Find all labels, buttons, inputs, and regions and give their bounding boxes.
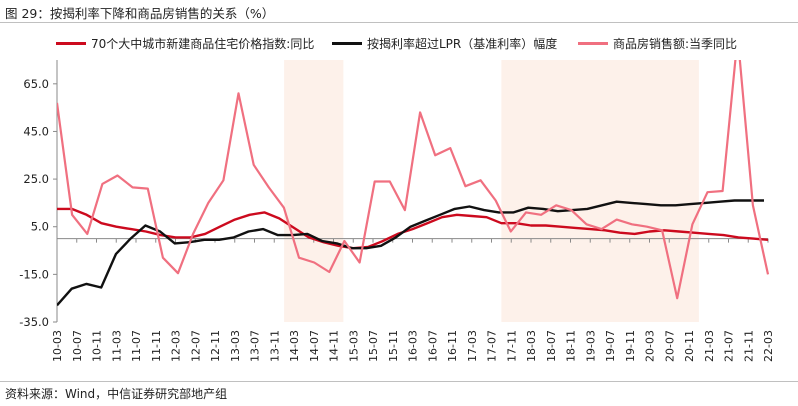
y-tick-label: 65.0 <box>23 77 49 91</box>
x-tick-label: 10-11 <box>91 330 104 362</box>
x-tick-label: 16-11 <box>446 330 459 362</box>
x-tick-label: 14-07 <box>308 330 321 362</box>
y-tick-label: 25.0 <box>23 172 49 186</box>
x-tick-label: 11-11 <box>150 330 163 362</box>
x-tick-label: 20-03 <box>644 330 657 362</box>
y-tick-label: 45.0 <box>23 124 49 138</box>
shaded-region-2 <box>501 60 699 322</box>
chart-legend: 70个大中城市新建商品住宅价格指数:同比 按揭利率超过LPR（基准利率）幅度 商… <box>0 33 798 53</box>
x-tick-label: 10-07 <box>71 330 84 362</box>
x-tick-label: 22-03 <box>762 330 775 362</box>
x-tick-label: 18-07 <box>545 330 558 362</box>
x-tick-label: 19-07 <box>604 330 617 362</box>
x-tick-label: 12-07 <box>189 330 202 362</box>
x-tick-label: 15-07 <box>367 330 380 362</box>
series-line-mortgage-spread <box>57 199 764 307</box>
x-tick-label: 14-03 <box>288 330 301 362</box>
legend-label-mortgage-spread: 按揭利率超过LPR（基准利率）幅度 <box>367 36 558 51</box>
x-tick-label: 13-03 <box>229 330 242 362</box>
y-tick-label: 5.0 <box>31 220 49 234</box>
x-tick-label: 18-03 <box>525 330 538 362</box>
x-tick-label: 11-03 <box>110 330 123 362</box>
top-rule <box>0 22 798 23</box>
x-tick-label: 16-03 <box>407 330 420 362</box>
x-tick-label: 19-03 <box>584 330 597 362</box>
x-tick-label: 21-07 <box>723 330 736 362</box>
x-tick-label: 18-11 <box>565 330 578 362</box>
x-tick-label: 14-11 <box>328 330 341 362</box>
x-tick-label: 21-03 <box>703 330 716 362</box>
legend-label-sales: 商品房销售额:当季同比 <box>613 36 738 51</box>
x-tick-label: 12-03 <box>170 330 183 362</box>
shaded-region-1 <box>284 60 344 322</box>
legend-swatch-mortgage-spread <box>332 41 362 45</box>
x-tick-label: 15-11 <box>387 330 400 362</box>
x-tick-label: 20-07 <box>663 330 676 362</box>
series-line-sales <box>57 60 770 300</box>
x-tick-label: 11-07 <box>130 330 143 362</box>
x-tick-label: 12-11 <box>209 330 222 362</box>
series-line-price-index <box>57 207 769 250</box>
legend-item-sales: 商品房销售额:当季同比 <box>578 33 737 53</box>
x-tick-label: 21-11 <box>742 330 755 362</box>
legend-item-price-index: 70个大中城市新建商品住宅价格指数:同比 <box>56 33 314 53</box>
y-tick-label: -15.0 <box>19 267 49 281</box>
x-tick-label: 13-07 <box>249 330 262 362</box>
chart-title: 图 29：按揭利率下降和商品房销售的关系（%） <box>5 6 275 21</box>
x-tick-label: 17-11 <box>505 330 518 362</box>
source-note: 资料来源：Wind，中信证券研究部地产组 <box>5 387 228 401</box>
legend-item-mortgage-spread: 按揭利率超过LPR（基准利率）幅度 <box>332 33 557 53</box>
y-tick-label: -35.0 <box>19 315 49 329</box>
legend-label-price-index: 70个大中城市新建商品住宅价格指数:同比 <box>91 36 315 51</box>
x-tick-label: 17-03 <box>466 330 479 362</box>
x-tick-label: 17-07 <box>486 330 499 362</box>
legend-swatch-sales <box>578 41 608 45</box>
x-tick-label: 16-07 <box>426 330 439 362</box>
x-tick-label: 20-11 <box>683 330 696 362</box>
x-tick-label: 15-03 <box>347 330 360 362</box>
x-tick-label: 10-03 <box>51 330 64 362</box>
bottom-rule <box>0 381 798 382</box>
x-tick-label: 19-11 <box>624 330 637 362</box>
x-tick-label: 13-11 <box>268 330 281 362</box>
legend-swatch-price-index <box>56 41 86 45</box>
